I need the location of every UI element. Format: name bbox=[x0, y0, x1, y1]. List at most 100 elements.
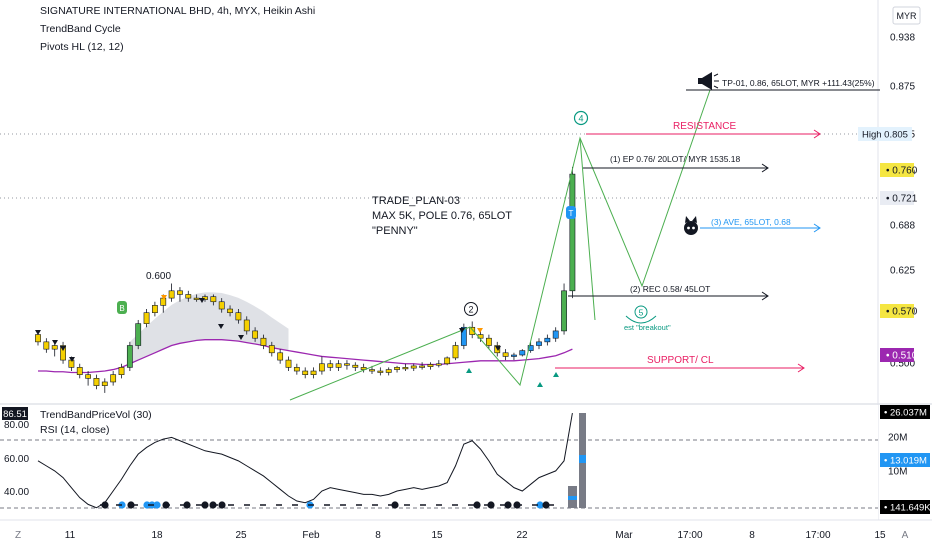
candle-body bbox=[235, 312, 242, 321]
candle-body bbox=[93, 378, 100, 386]
candle-body bbox=[485, 337, 492, 346]
candle-body bbox=[519, 350, 526, 356]
candle-body bbox=[85, 374, 91, 379]
price-tick-label: 0.938 bbox=[890, 33, 915, 44]
candle-body bbox=[310, 370, 317, 375]
candle-body bbox=[218, 301, 225, 310]
candle-body bbox=[177, 290, 183, 295]
currency-button[interactable]: MYR bbox=[892, 6, 921, 25]
resistance-label: RESISTANCE bbox=[673, 121, 736, 132]
price-badge bbox=[880, 163, 914, 177]
svg-text:2: 2 bbox=[468, 305, 473, 315]
volume-badge-text: • 13.019M bbox=[884, 456, 927, 467]
auto-scale-icon[interactable]: A bbox=[902, 530, 909, 541]
megaphone-icon bbox=[698, 72, 719, 90]
candle-body bbox=[227, 308, 233, 313]
candle-body bbox=[243, 319, 250, 332]
candle-body bbox=[126, 345, 133, 368]
candle-body bbox=[210, 296, 217, 303]
price-tick-label: 0.688 bbox=[890, 221, 915, 232]
chart-title: SIGNATURE INTERNATIONAL BHD, 4h, MYX, He… bbox=[40, 5, 316, 17]
volume-dot bbox=[218, 501, 226, 509]
high-badge-text: High 0.805 bbox=[862, 130, 908, 141]
volume-bar-highlight bbox=[579, 455, 586, 463]
candle-body bbox=[385, 369, 392, 373]
candle-body bbox=[68, 359, 75, 368]
volume-dot bbox=[183, 501, 191, 509]
candle-body bbox=[360, 367, 367, 370]
candle-body bbox=[394, 367, 400, 370]
timezone-icon[interactable]: Z bbox=[15, 530, 21, 541]
wave-4-badge: 4 bbox=[573, 110, 589, 126]
wave-2-badge: 2 bbox=[464, 302, 478, 316]
svg-text:B: B bbox=[119, 304, 124, 313]
candle-body bbox=[377, 370, 384, 373]
buy-signal-badge: B bbox=[117, 301, 127, 314]
candle-body bbox=[43, 341, 50, 350]
time-tick-label: 18 bbox=[151, 530, 163, 541]
github-cat-icon bbox=[684, 216, 698, 235]
high-badge bbox=[858, 127, 912, 141]
plan-line3: "PENNY" bbox=[372, 225, 418, 237]
time-tick-label: 15 bbox=[431, 530, 443, 541]
candles-series bbox=[35, 166, 576, 393]
down-marker bbox=[60, 346, 66, 351]
volume-dot bbox=[143, 501, 151, 509]
volume-badge bbox=[880, 405, 930, 419]
price-badge-text: • 0.721 bbox=[886, 194, 918, 205]
volume-tick-label: 20M bbox=[888, 433, 907, 444]
volume-bar-highlight bbox=[568, 496, 577, 500]
down-marker bbox=[52, 340, 58, 345]
volume-dot bbox=[504, 501, 512, 509]
candle-body bbox=[511, 354, 517, 357]
candle-body bbox=[536, 341, 542, 346]
rsi-value: 86.51 bbox=[3, 409, 27, 420]
time-axis[interactable]: 11 18 25 Feb 8 15 22 Mar 17:00 8 17:00 15 bbox=[65, 530, 886, 541]
svg-text:MYR: MYR bbox=[897, 11, 918, 21]
price-badge bbox=[880, 191, 914, 205]
candle-body bbox=[302, 370, 309, 375]
time-tick-label: 11 bbox=[65, 530, 76, 541]
candle-body bbox=[335, 363, 342, 368]
time-tick-label: 8 bbox=[749, 530, 755, 541]
indicator-pivots-label: Pivots HL (12, 12) bbox=[40, 41, 124, 53]
candle-body bbox=[318, 363, 325, 372]
volume-dot bbox=[487, 501, 495, 509]
candle-body bbox=[569, 173, 576, 292]
candle-body bbox=[101, 381, 108, 386]
up-marker bbox=[537, 382, 543, 387]
volume-badge bbox=[880, 500, 930, 514]
volume-dot bbox=[153, 501, 161, 509]
candle-body bbox=[60, 345, 66, 361]
down-marker bbox=[238, 335, 244, 340]
candle-body bbox=[444, 357, 451, 365]
volume-axis[interactable]: 20M 10M • 26.037M • 13.019M • 141.649K bbox=[880, 405, 931, 514]
rsi-indicator-label: RSI (14, close) bbox=[40, 424, 109, 436]
wave-5-badge: 5 bbox=[625, 305, 657, 324]
tp-label: TP-01, 0.86, 65LOT, MYR +111.43(25%) bbox=[722, 78, 875, 88]
candle-body bbox=[135, 323, 142, 346]
volume-bars bbox=[568, 413, 586, 508]
indicator-trendband-label: TrendBand Cycle bbox=[40, 23, 121, 35]
candle-body bbox=[460, 326, 467, 346]
volume-dot bbox=[473, 501, 481, 509]
rsi-axis: 80.00 60.00 40.00 bbox=[4, 420, 29, 498]
volume-badge bbox=[880, 453, 930, 467]
down-marker bbox=[495, 346, 501, 351]
price-axis[interactable]: 0.9380.8750.8050.7500.6880.6250.5700.500… bbox=[858, 33, 918, 370]
wave-leg-line bbox=[579, 137, 596, 321]
candle-body bbox=[427, 364, 434, 367]
candle-body bbox=[185, 294, 192, 299]
price-badge bbox=[880, 304, 914, 318]
price-tick-label: 0.500 bbox=[890, 359, 915, 370]
entry-label: (1) EP 0.76/ 20LOT/ MYR 1535.18 bbox=[610, 154, 741, 164]
indicator-pane[interactable] bbox=[0, 405, 878, 520]
volume-indicator-label: TrendBandPriceVol (30) bbox=[40, 409, 152, 421]
ave-arrow bbox=[813, 223, 821, 233]
candle-body bbox=[193, 297, 200, 300]
candle-body bbox=[410, 365, 417, 369]
time-tick-label: 22 bbox=[516, 530, 528, 541]
candle-body bbox=[352, 364, 359, 368]
down-marker bbox=[35, 330, 41, 335]
